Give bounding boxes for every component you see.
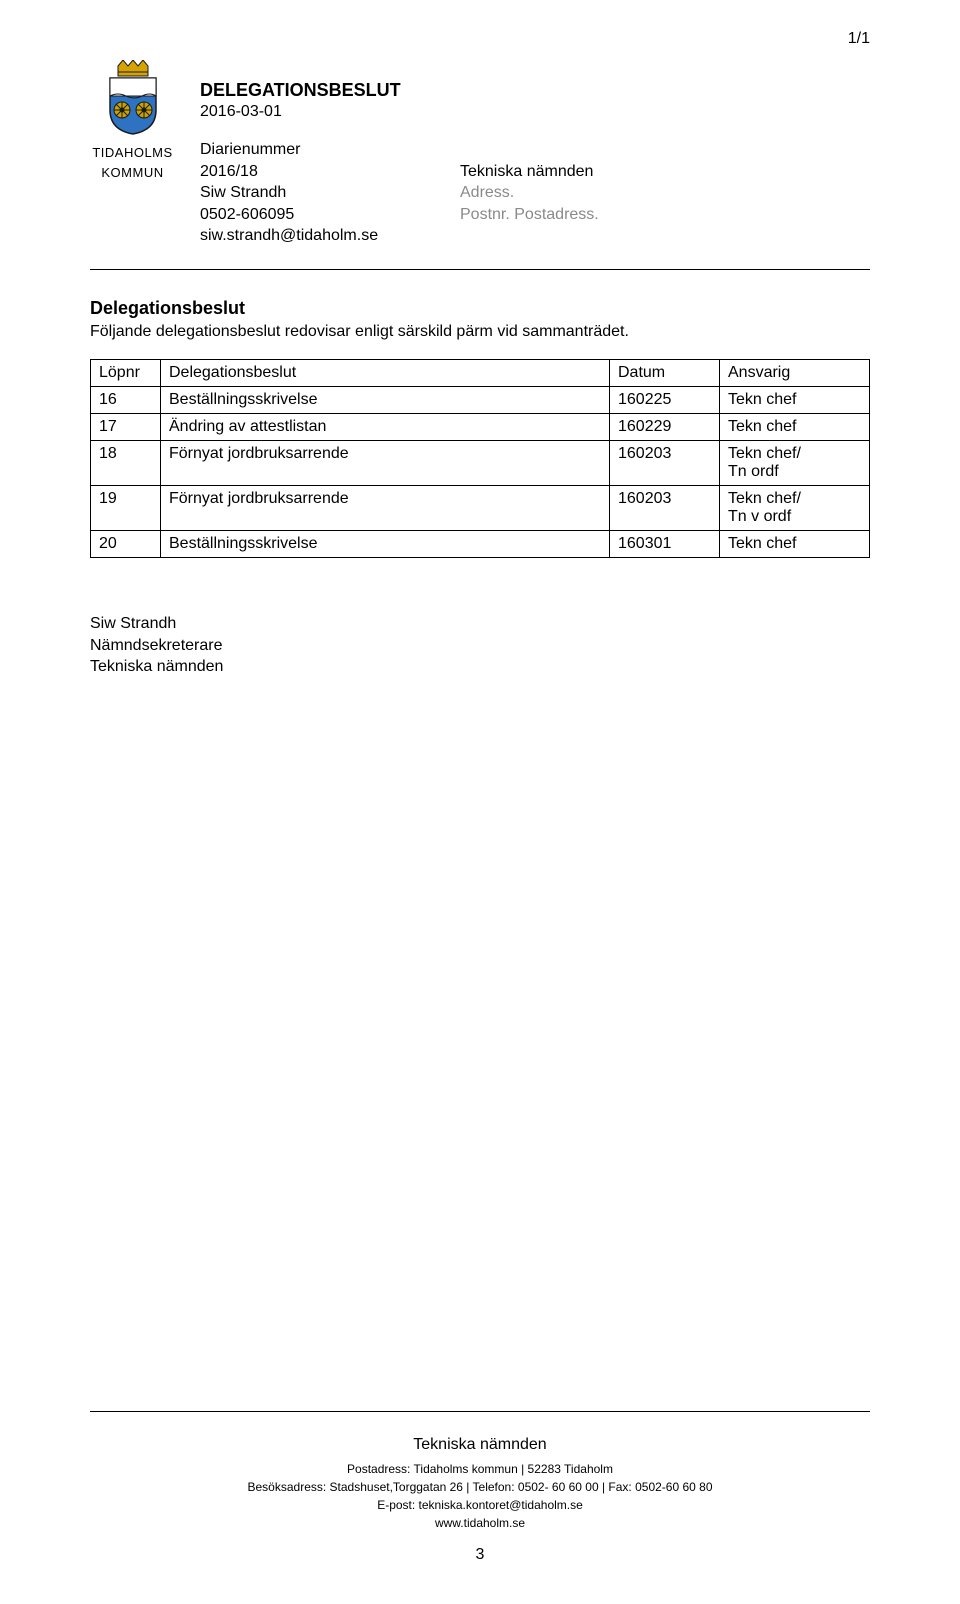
cell-lopnr: 18 bbox=[91, 440, 161, 485]
cell-lopnr: 17 bbox=[91, 413, 161, 440]
col-beslut: Delegationsbeslut bbox=[161, 359, 610, 386]
logo-text-line2: KOMMUN bbox=[90, 166, 175, 180]
signature-name: Siw Strandh bbox=[90, 613, 870, 635]
logo-text-line1: TIDAHOLMS bbox=[90, 146, 175, 160]
meta-left: Diarienummer 2016/18 Siw Strandh 0502-60… bbox=[200, 139, 460, 247]
page-indicator: 1/1 bbox=[848, 30, 870, 48]
divider-top bbox=[90, 269, 870, 270]
cell-ansvarig: Tekn chef bbox=[720, 386, 870, 413]
cell-beslut: Beställningsskrivelse bbox=[161, 530, 610, 557]
cell-beslut: Förnyat jordbruksarrende bbox=[161, 440, 610, 485]
delegation-table: Löpnr Delegationsbeslut Datum Ansvarig 1… bbox=[90, 359, 870, 558]
header-content: DELEGATIONSBESLUT 2016-03-01 Diarienumme… bbox=[200, 60, 870, 247]
footer-divider bbox=[90, 1411, 870, 1412]
cell-datum: 160203 bbox=[610, 485, 720, 530]
cell-lopnr: 19 bbox=[91, 485, 161, 530]
cell-ansvarig: Tekn chef bbox=[720, 413, 870, 440]
header-row: TIDAHOLMS KOMMUN DELEGATIONSBESLUT 2016-… bbox=[90, 60, 870, 247]
diarienummer-value: 2016/18 bbox=[200, 161, 460, 183]
document-title: DELEGATIONSBESLUT bbox=[200, 80, 870, 101]
diarienummer-label: Diarienummer bbox=[200, 139, 460, 161]
cell-datum: 160301 bbox=[610, 530, 720, 557]
col-ansvarig: Ansvarig bbox=[720, 359, 870, 386]
footer-line3: E-post: tekniska.kontoret@tidaholm.se bbox=[90, 1496, 870, 1514]
org-logo: TIDAHOLMS KOMMUN bbox=[90, 60, 175, 181]
footer-page-number: 3 bbox=[90, 1546, 870, 1564]
document-date: 2016-03-01 bbox=[200, 103, 870, 121]
document-page: 1/1 bbox=[0, 0, 960, 1604]
recipient-address: Adress. bbox=[460, 182, 599, 204]
recipient-post: Postnr. Postadress. bbox=[460, 204, 599, 226]
cell-ansvarig: Tekn chef/ Tn v ordf bbox=[720, 485, 870, 530]
sender-email: siw.strandh@tidaholm.se bbox=[200, 225, 460, 247]
col-lopnr: Löpnr bbox=[91, 359, 161, 386]
section-title: Delegationsbeslut bbox=[90, 298, 870, 319]
cell-lopnr: 16 bbox=[91, 386, 161, 413]
signature-dept: Tekniska nämnden bbox=[90, 656, 870, 678]
table-header-row: Löpnr Delegationsbeslut Datum Ansvarig bbox=[91, 359, 870, 386]
signature-block: Siw Strandh Nämndsekreterare Tekniska nä… bbox=[90, 613, 870, 678]
meta-row: Diarienummer 2016/18 Siw Strandh 0502-60… bbox=[200, 139, 870, 247]
sender-name: Siw Strandh bbox=[200, 182, 460, 204]
cell-beslut: Ändring av attestlistan bbox=[161, 413, 610, 440]
table-row: 19 Förnyat jordbruksarrende 160203 Tekn … bbox=[91, 485, 870, 530]
table-row: 16 Beställningsskrivelse 160225 Tekn che… bbox=[91, 386, 870, 413]
cell-beslut: Beställningsskrivelse bbox=[161, 386, 610, 413]
signature-title: Nämndsekreterare bbox=[90, 635, 870, 657]
page-footer: Tekniska nämnden Postadress: Tidaholms k… bbox=[90, 1403, 870, 1564]
cell-beslut: Förnyat jordbruksarrende bbox=[161, 485, 610, 530]
cell-ansvarig: Tekn chef/ Tn ordf bbox=[720, 440, 870, 485]
cell-datum: 160229 bbox=[610, 413, 720, 440]
cell-datum: 160203 bbox=[610, 440, 720, 485]
cell-lopnr: 20 bbox=[91, 530, 161, 557]
table-row: 18 Förnyat jordbruksarrende 160203 Tekn … bbox=[91, 440, 870, 485]
footer-line4: www.tidaholm.se bbox=[90, 1514, 870, 1532]
table-row: 17 Ändring av attestlistan 160229 Tekn c… bbox=[91, 413, 870, 440]
table-row: 20 Beställningsskrivelse 160301 Tekn che… bbox=[91, 530, 870, 557]
sender-phone: 0502-606095 bbox=[200, 204, 460, 226]
footer-dept: Tekniska nämnden bbox=[90, 1436, 870, 1454]
footer-line2: Besöksadress: Stadshuset,Torggatan 26 | … bbox=[90, 1478, 870, 1496]
table-body: 16 Beställningsskrivelse 160225 Tekn che… bbox=[91, 386, 870, 557]
section-text: Följande delegationsbeslut redovisar enl… bbox=[90, 323, 870, 341]
col-datum: Datum bbox=[610, 359, 720, 386]
crest-icon bbox=[98, 60, 168, 135]
meta-right: Tekniska nämnden Adress. Postnr. Postadr… bbox=[460, 139, 599, 247]
footer-line1: Postadress: Tidaholms kommun | 52283 Tid… bbox=[90, 1460, 870, 1478]
recipient-name: Tekniska nämnden bbox=[460, 161, 599, 183]
cell-datum: 160225 bbox=[610, 386, 720, 413]
cell-ansvarig: Tekn chef bbox=[720, 530, 870, 557]
